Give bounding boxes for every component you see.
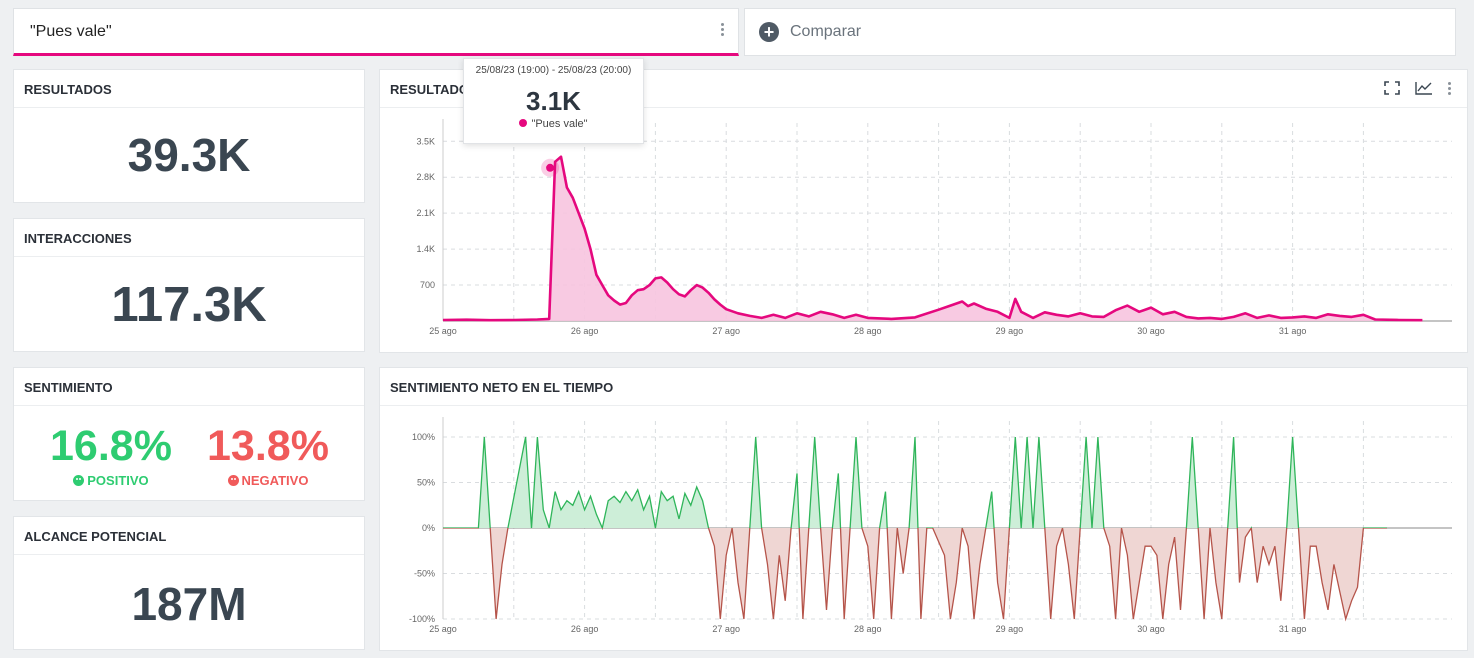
sentiment-chart-title: SENTIMIENTO NETO EN EL TIEMPO (380, 368, 1467, 406)
x-tick-label: 31 ago (1279, 326, 1307, 336)
positive-value: 16.8% (50, 422, 172, 470)
series-area (443, 156, 1423, 321)
sentiment-title: SENTIMIENTO (14, 368, 364, 406)
positive-label: POSITIVO (87, 473, 149, 488)
y-tick-label: 100% (412, 432, 435, 442)
negative-line (443, 528, 1387, 622)
x-tick-label: 25 ago (429, 624, 457, 634)
negative-label: NEGATIVO (241, 473, 309, 488)
series-line (442, 155, 1423, 322)
x-tick-label: 29 ago (996, 326, 1024, 336)
y-tick-label: 1.4K (416, 244, 435, 254)
sentiment-chart: 100% 50% 0% -50% -100%25 ago 26 ago 27 ago 28 a… (409, 417, 1452, 634)
x-tick-label: 30 ago (1137, 326, 1165, 336)
y-tick-label: 700 (420, 280, 435, 290)
x-tick-label: 28 ago (854, 624, 882, 634)
search-query-text: "Pues vale" (30, 23, 112, 40)
results-chart: 700 1.4K 2.1K 2.8K 3.5K 25 ago 26 ago 27 ago 28 … (416, 119, 1452, 336)
positive-line (443, 436, 1387, 528)
y-tick-label: -100% (409, 614, 435, 624)
x-tick-label: 26 ago (571, 624, 599, 634)
series-color-dot (519, 119, 528, 127)
x-tick-label: 27 ago (712, 326, 740, 336)
tooltip-value: 3.1K (526, 86, 581, 116)
y-tick-label: 2.1K (416, 208, 435, 218)
x-tick-label: 29 ago (996, 624, 1024, 634)
y-tick-label: 2.8K (416, 172, 435, 182)
interactions-card: INTERACCIONES 117.3K (13, 218, 365, 352)
results-value: 39.3K (127, 129, 251, 181)
smile-face-icon (73, 475, 85, 486)
sentiment-card: SENTIMIENTO 16.8% POSITIVO 13.8% NEGATIV… (13, 367, 365, 501)
chart-tooltip: 25/08/23 (19:00) - 25/08/23 (20:00) 3.1K… (463, 58, 644, 144)
x-tick-label: 30 ago (1137, 624, 1165, 634)
reach-value: 187M (131, 578, 247, 630)
positive-area (443, 437, 1387, 528)
results-card: RESULTADOS 39.3K (13, 69, 365, 203)
compare-label: Comparar (790, 23, 862, 40)
interactions-value: 117.3K (111, 278, 267, 332)
compare-button[interactable]: + Comparar (744, 8, 1456, 56)
y-tick-label: 50% (417, 478, 435, 488)
negative-value: 13.8% (207, 422, 329, 470)
search-query-box[interactable]: "Pues vale" (13, 8, 739, 56)
reach-title: ALCANCE POTENCIAL (14, 517, 364, 555)
sad-face-icon (227, 475, 239, 486)
reach-card: ALCANCE POTENCIAL 187M (13, 516, 365, 650)
y-tick-label: 0% (422, 523, 435, 533)
tooltip-range: 25/08/23 (19:00) - 25/08/23 (20:00) (475, 65, 632, 76)
more-options-icon[interactable] (720, 21, 724, 41)
negative-sentiment: 13.8% NEGATIVO (207, 422, 329, 488)
x-tick-label: 25 ago (429, 326, 457, 336)
y-tick-label: -50% (414, 569, 435, 579)
more-options-icon[interactable] (1447, 80, 1451, 100)
results-chart-title: RESULTADOS (380, 70, 1467, 108)
sentiment-chart-card: SENTIMIENTO NETO EN EL TIEMPO 100% 50% 0% -… (379, 367, 1468, 651)
x-tick-label: 27 ago (712, 624, 740, 634)
positive-sentiment: 16.8% POSITIVO (50, 422, 172, 488)
x-tick-label: 28 ago (854, 326, 882, 336)
interactions-title: INTERACCIONES (14, 219, 364, 257)
x-tick-label: 26 ago (571, 326, 599, 336)
results-title: RESULTADOS (14, 70, 364, 108)
x-tick-label: 31 ago (1279, 624, 1307, 634)
line-chart-icon[interactable] (1414, 81, 1433, 100)
fullscreen-icon[interactable] (1384, 80, 1400, 100)
plus-circle-icon: + (759, 22, 779, 42)
y-tick-label: 3.5K (416, 136, 435, 146)
highlight-point (546, 163, 555, 172)
tooltip-series: "Pues vale" (531, 118, 588, 130)
